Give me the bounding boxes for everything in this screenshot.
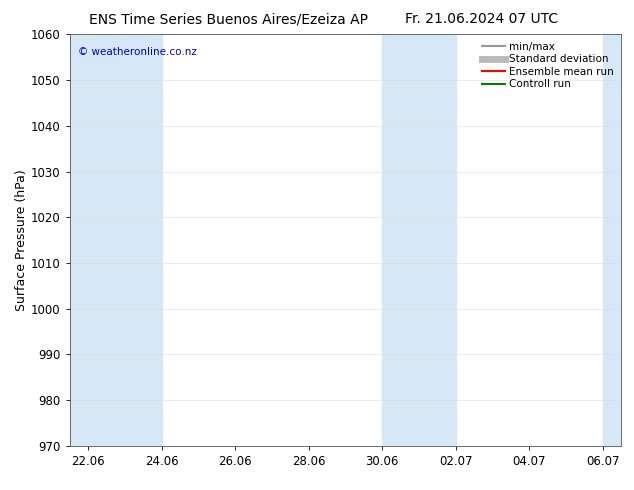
Legend: min/max, Standard deviation, Ensemble mean run, Controll run: min/max, Standard deviation, Ensemble me… <box>478 37 618 94</box>
Bar <box>70 34 162 446</box>
Bar <box>603 34 621 446</box>
Bar <box>382 34 456 446</box>
Text: © weatheronline.co.nz: © weatheronline.co.nz <box>78 47 197 57</box>
Text: Fr. 21.06.2024 07 UTC: Fr. 21.06.2024 07 UTC <box>405 12 559 26</box>
Text: ENS Time Series Buenos Aires/Ezeiza AP: ENS Time Series Buenos Aires/Ezeiza AP <box>89 12 368 26</box>
Y-axis label: Surface Pressure (hPa): Surface Pressure (hPa) <box>15 169 28 311</box>
